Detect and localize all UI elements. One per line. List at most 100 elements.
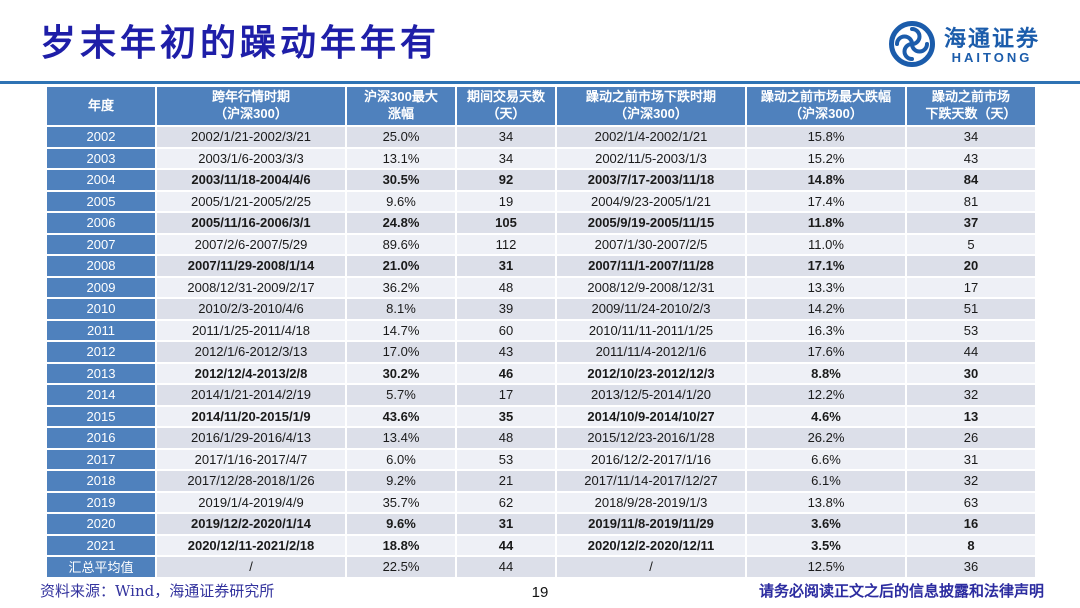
data-cell-decline-days: 8 (905, 533, 1037, 557)
year-cell: 2002 (45, 125, 157, 149)
year-cell: 2012 (45, 340, 157, 364)
data-cell-max-decline: 6.6% (745, 447, 907, 471)
data-cell-decline-period: 2003/7/17-2003/11/18 (555, 168, 747, 192)
data-cell-max-gain: 30.5% (345, 168, 457, 192)
data-cell-max-gain: 8.1% (345, 297, 457, 321)
table-row: 2015 2014/11/20-2015/1/9 43.6% 35 2014/10/9-… (45, 404, 1037, 428)
year-cell: 2003 (45, 146, 157, 170)
data-cell-max-decline: 12.2% (745, 383, 907, 407)
data-cell-trading-days: 46 (455, 361, 557, 385)
data-cell-decline-days: 51 (905, 297, 1037, 321)
data-cell-decline-period: 2014/10/9-2014/10/27 (555, 404, 747, 428)
data-cell-decline-days: 13 (905, 404, 1037, 428)
table-header-row: 年度 跨年行情时期 （沪深300） 沪深300最大 涨幅 期间交易天数 （天） 躁动之前… (45, 85, 1037, 127)
data-cell-max-decline: 15.8% (745, 125, 907, 149)
table-row: 2011 2011/1/25-2011/4/18 14.7% 60 2010/11/11… (45, 318, 1037, 342)
data-cell-max-decline: 11.8% (745, 211, 907, 235)
data-cell-decline-days: 81 (905, 189, 1037, 213)
data-cell-cross-year-period: / (155, 555, 347, 579)
data-cell-decline-period: 2008/12/9-2008/12/31 (555, 275, 747, 299)
data-cell-decline-period: 2018/9/28-2019/1/3 (555, 490, 747, 514)
data-cell-max-gain: 30.2% (345, 361, 457, 385)
data-cell-cross-year-period: 2003/1/6-2003/3/3 (155, 146, 347, 170)
data-cell-cross-year-period: 2010/2/3-2010/4/6 (155, 297, 347, 321)
data-cell-decline-period: 2005/9/19-2005/11/15 (555, 211, 747, 235)
haitong-logo: 海通证券 HAITONG (888, 20, 1040, 73)
data-cell-trading-days: 35 (455, 404, 557, 428)
data-cell-max-decline: 6.1% (745, 469, 907, 493)
data-cell-max-decline: 13.8% (745, 490, 907, 514)
data-cell-max-decline: 3.6% (745, 512, 907, 536)
year-cell: 2016 (45, 426, 157, 450)
year-cell: 2019 (45, 490, 157, 514)
data-cell-trading-days: 60 (455, 318, 557, 342)
data-cell-decline-days: 32 (905, 469, 1037, 493)
data-cell-max-gain: 25.0% (345, 125, 457, 149)
data-cell-max-gain: 36.2% (345, 275, 457, 299)
table-row: 2006 2005/11/16-2006/3/1 24.8% 105 2005/9/19… (45, 211, 1037, 235)
year-cell: 2013 (45, 361, 157, 385)
data-cell-decline-period: 2011/11/4-2012/1/6 (555, 340, 747, 364)
data-cell-max-decline: 15.2% (745, 146, 907, 170)
data-cell-max-decline: 17.1% (745, 254, 907, 278)
data-cell-decline-period: 2020/12/2-2020/12/11 (555, 533, 747, 557)
year-cell: 2006 (45, 211, 157, 235)
table-row: 2012 2012/1/6-2012/3/13 17.0% 43 2011/11/4-2… (45, 340, 1037, 364)
year-cell: 2007 (45, 232, 157, 256)
data-cell-cross-year-period: 2019/12/2-2020/1/14 (155, 512, 347, 536)
data-cell-max-gain: 13.1% (345, 146, 457, 170)
data-cell-max-gain: 18.8% (345, 533, 457, 557)
data-cell-cross-year-period: 2012/1/6-2012/3/13 (155, 340, 347, 364)
data-cell-cross-year-period: 2002/1/21-2002/3/21 (155, 125, 347, 149)
data-cell-decline-period: 2010/11/11-2011/1/25 (555, 318, 747, 342)
data-cell-max-gain: 13.4% (345, 426, 457, 450)
data-cell-decline-period: 2019/11/8-2019/11/29 (555, 512, 747, 536)
data-cell-trading-days: 48 (455, 275, 557, 299)
data-cell-decline-days: 36 (905, 555, 1037, 579)
year-cell: 2017 (45, 447, 157, 471)
data-cell-max-gain: 14.7% (345, 318, 457, 342)
market-rally-table: 年度 跨年行情时期 （沪深300） 沪深300最大 涨幅 期间交易天数 （天） 躁动之前… (45, 85, 1037, 579)
data-cell-decline-days: 5 (905, 232, 1037, 256)
data-cell-cross-year-period: 2008/12/31-2009/2/17 (155, 275, 347, 299)
table-row: 2007 2007/2/6-2007/5/29 89.6% 112 2007/1/30-… (45, 232, 1037, 256)
data-cell-decline-days: 44 (905, 340, 1037, 364)
table-row: 2002 2002/1/21-2002/3/21 25.0% 34 2002/1/4-2… (45, 125, 1037, 149)
data-cell-decline-days: 30 (905, 361, 1037, 385)
year-cell: 2015 (45, 404, 157, 428)
data-cell-max-decline: 12.5% (745, 555, 907, 579)
data-cell-max-decline: 3.5% (745, 533, 907, 557)
data-cell-decline-days: 17 (905, 275, 1037, 299)
data-cell-decline-period: 2017/11/14-2017/12/27 (555, 469, 747, 493)
data-cell-decline-days: 37 (905, 211, 1037, 235)
data-cell-max-gain: 9.2% (345, 469, 457, 493)
table-row: 2016 2016/1/29-2016/4/13 13.4% 48 2015/12/23… (45, 426, 1037, 450)
data-cell-decline-period: 2007/1/30-2007/2/5 (555, 232, 747, 256)
data-cell-trading-days: 31 (455, 254, 557, 278)
logo-latin-name: HAITONG (951, 50, 1033, 66)
data-cell-decline-days: 20 (905, 254, 1037, 278)
data-cell-decline-period: 2004/9/23-2005/1/21 (555, 189, 747, 213)
table-row: 2005 2005/1/21-2005/2/25 9.6% 19 2004/9/23-2… (45, 189, 1037, 213)
data-cell-cross-year-period: 2003/11/18-2004/4/6 (155, 168, 347, 192)
data-cell-cross-year-period: 2007/2/6-2007/5/29 (155, 232, 347, 256)
data-cell-decline-period: 2016/12/2-2017/1/16 (555, 447, 747, 471)
data-cell-decline-days: 34 (905, 125, 1037, 149)
year-cell: 2008 (45, 254, 157, 278)
table-row: 2004 2003/11/18-2004/4/6 30.5% 92 2003/7/17-… (45, 168, 1037, 192)
table-row: 2003 2003/1/6-2003/3/3 13.1% 34 2002/11/5-20… (45, 146, 1037, 170)
data-cell-cross-year-period: 2005/11/16-2006/3/1 (155, 211, 347, 235)
data-cell-cross-year-period: 2012/12/4-2013/2/8 (155, 361, 347, 385)
data-cell-decline-days: 43 (905, 146, 1037, 170)
data-cell-cross-year-period: 2011/1/25-2011/4/18 (155, 318, 347, 342)
year-cell: 汇总平均值 (45, 555, 157, 579)
data-cell-max-gain: 17.0% (345, 340, 457, 364)
year-cell: 2020 (45, 512, 157, 536)
data-cell-decline-period: 2002/1/4-2002/1/21 (555, 125, 747, 149)
data-cell-max-decline: 17.4% (745, 189, 907, 213)
data-cell-decline-days: 53 (905, 318, 1037, 342)
column-header-max-decline: 躁动之前市场最大跌幅 （沪深300） (745, 85, 907, 127)
data-cell-decline-days: 16 (905, 512, 1037, 536)
table-row: 2010 2010/2/3-2010/4/6 8.1% 39 2009/11/24-20… (45, 297, 1037, 321)
data-cell-cross-year-period: 2005/1/21-2005/2/25 (155, 189, 347, 213)
